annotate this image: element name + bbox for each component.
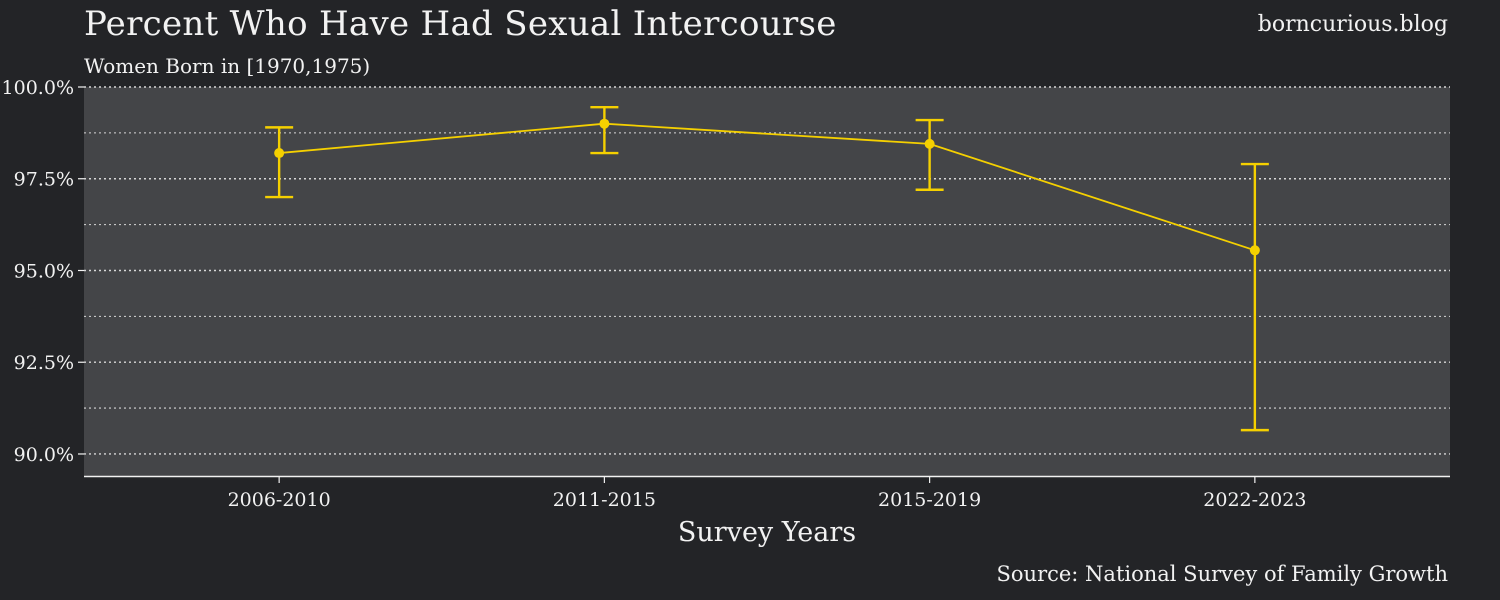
y-tick-label: 95.0% bbox=[14, 260, 74, 282]
chart-title: Percent Who Have Had Sexual Intercourse bbox=[84, 4, 837, 44]
data-point bbox=[1249, 245, 1260, 256]
x-tick-label: 2011-2015 bbox=[553, 489, 656, 511]
y-tick-label: 90.0% bbox=[14, 444, 74, 466]
chart-subtitle: Women Born in [1970,1975) bbox=[84, 54, 371, 78]
plot-panel bbox=[84, 87, 1450, 476]
data-point bbox=[599, 118, 610, 129]
x-axis-title: Survey Years bbox=[678, 517, 856, 548]
source-note: Source: National Survey of Family Growth bbox=[996, 562, 1448, 586]
y-tick-label: 100.0% bbox=[2, 77, 74, 99]
y-tick-label: 92.5% bbox=[14, 352, 74, 374]
data-point bbox=[924, 138, 935, 149]
series-line bbox=[279, 122, 1256, 252]
site-label: borncurious.blog bbox=[1257, 12, 1448, 37]
data-point bbox=[274, 148, 285, 159]
x-tick-label: 2022-2023 bbox=[1203, 489, 1306, 511]
y-tick-label: 97.5% bbox=[14, 169, 74, 191]
x-tick-label: 2006-2010 bbox=[228, 489, 331, 511]
x-tick-label: 2015-2019 bbox=[878, 489, 981, 511]
